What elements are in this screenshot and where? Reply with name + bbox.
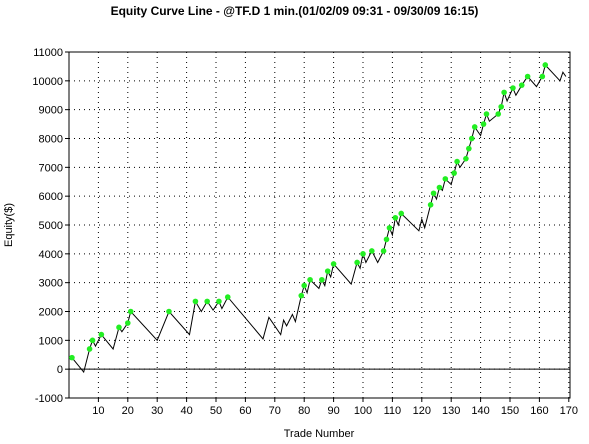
x-tick-label: 110 [384,405,402,417]
trade-marker [324,268,331,274]
y-tick-label: 4000 [39,249,63,261]
y-tick-label: 11000 [33,47,63,59]
chart-title: Equity Curve Line - @TF.D 1 min.(01/02/0… [110,4,479,18]
trade-marker [69,354,75,361]
trade-marker [89,337,96,344]
trade-marker [319,276,325,283]
trade-marker [360,251,366,257]
y-axis-ticks: -1000 0 1000 2000 3000 4000 5000 6000 7000 8000 90… [32,47,69,405]
trade-marker [430,190,437,197]
trade-marker [480,121,487,127]
y-tick-label: 3000 [39,278,63,290]
trade-marker [166,308,172,315]
x-tick-label: 100 [354,405,372,417]
y-tick-label: 1000 [39,335,63,347]
trade-marker [307,276,313,283]
trade-marker [298,292,305,299]
trade-marker [518,82,525,88]
y-tick-label: -1000 [35,393,63,405]
trade-marker [330,261,337,267]
trade-marker [436,184,443,191]
trade-marker [495,111,502,117]
trade-marker [380,248,387,254]
x-tick-label: 40 [180,405,192,417]
y-tick-label: 0 [57,364,63,376]
trade-marker [510,85,516,91]
x-tick-label: 120 [413,405,431,417]
trade-marker [386,225,393,231]
trade-marker [451,170,457,176]
x-tick-label: 30 [151,405,163,417]
y-tick-label: 9000 [39,105,63,117]
equity-curve-line [71,63,567,374]
x-tick-label: 130 [442,405,460,417]
trade-markers [69,62,549,361]
x-tick-label: 160 [530,405,548,417]
trade-marker [442,176,449,182]
y-tick-label: 8000 [39,134,63,146]
x-tick-label: 70 [269,405,281,417]
trade-marker [125,320,131,326]
x-axis-ticks: 10 20 30 40 50 60 70 80 90 100 110 120 130 140 150 160 1… [92,398,578,417]
trade-marker [501,89,507,96]
y-tick-label: 10000 [32,76,63,88]
x-tick-label: 20 [122,405,134,417]
trade-marker [498,103,504,110]
trade-marker [369,248,375,254]
trade-marker [539,73,546,80]
trade-marker [427,202,434,208]
trade-marker [392,214,399,221]
y-axis-label: Equity($) [3,203,15,247]
x-tick-label: 90 [327,405,339,417]
trade-marker [354,259,360,266]
trade-marker [483,111,490,117]
trade-marker [466,145,472,152]
trade-marker [86,346,93,352]
x-axis-label: Trade Number [284,428,355,440]
x-tick-label: 170 [560,405,578,417]
trade-marker [398,210,405,217]
trade-marker [204,298,210,305]
trade-marker [116,324,122,331]
x-tick-label: 50 [210,405,222,417]
trade-marker [454,158,460,165]
y-tick-label: 7000 [39,162,63,174]
trade-marker [301,282,308,289]
x-tick-label: 150 [501,405,519,417]
trade-marker [542,62,549,68]
trade-marker [468,135,475,142]
trade-marker [471,124,478,130]
grid-lines [69,52,570,398]
trade-marker [383,236,390,243]
y-tick-label: 6000 [39,191,63,203]
trade-marker [127,308,134,315]
trade-marker [216,298,222,305]
trade-marker [192,298,199,305]
x-tick-label: 140 [471,405,489,417]
trade-marker [524,73,531,80]
x-tick-label: 10 [92,405,104,417]
x-tick-label: 60 [239,405,251,417]
y-tick-label: 5000 [39,220,63,232]
y-tick-label: 2000 [39,307,63,319]
x-tick-label: 80 [298,405,310,417]
trade-marker [98,331,105,338]
trade-marker [224,294,231,300]
trade-marker [463,155,469,162]
